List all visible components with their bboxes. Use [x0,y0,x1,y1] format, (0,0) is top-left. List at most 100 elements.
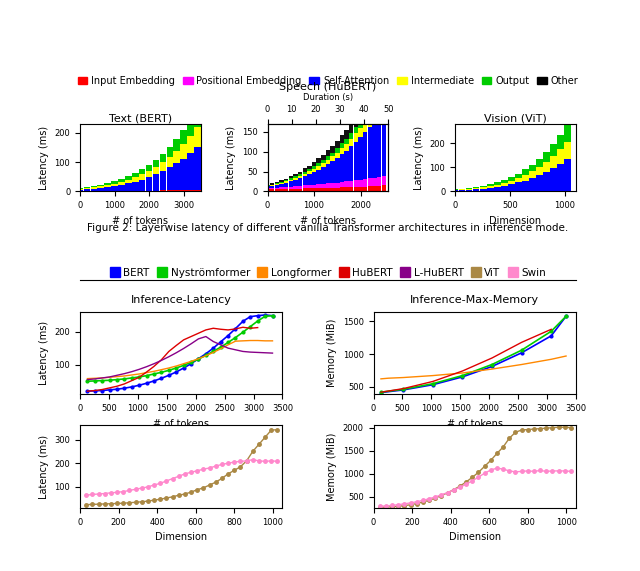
Title: Inference-Latency: Inference-Latency [131,295,232,305]
Bar [284,183,289,187]
Title: Text (BERT): Text (BERT) [109,113,172,123]
Bar [303,176,307,186]
Bar [317,166,321,170]
Bar [275,182,279,183]
Bar [279,187,284,189]
Bar [293,188,298,191]
Bar [367,107,372,116]
Bar [270,185,275,186]
Legend: Input Embedding, Positional Embedding, Self-Attention, Intermediate, Output, Oth: Input Embedding, Positional Embedding, S… [74,72,582,90]
Bar [557,135,564,150]
Bar [159,171,166,190]
X-axis label: # of tokens: # of tokens [447,419,503,429]
Bar [381,70,386,86]
Bar [284,180,289,182]
Bar [289,179,293,181]
Bar [293,176,298,178]
Bar [508,184,515,191]
Bar [180,190,187,191]
Y-axis label: Latency (ms): Latency (ms) [39,126,49,190]
Bar [358,121,363,128]
X-axis label: Dimension: Dimension [449,533,501,542]
Bar [180,144,187,159]
Bar [515,183,522,191]
Bar [354,117,358,127]
Bar [307,174,312,185]
Bar [340,135,344,143]
Bar [289,178,293,179]
Bar [340,182,344,187]
Bar [266,190,269,191]
X-axis label: Duration (s): Duration (s) [303,93,353,102]
Bar [354,142,358,180]
Bar [307,171,312,174]
Bar [550,144,557,156]
Bar [372,100,377,110]
Bar [188,153,194,190]
Bar [279,184,284,187]
Bar [307,166,312,169]
Bar [97,186,104,188]
Bar [480,187,486,188]
Bar [289,188,293,191]
Bar [111,186,118,191]
Title: Inference-Max-Memory: Inference-Max-Memory [410,295,540,305]
Bar [132,178,139,182]
Bar [381,176,386,186]
Bar [550,156,557,168]
Bar [381,97,386,111]
Bar [159,190,166,191]
Bar [307,169,312,171]
Bar [303,168,307,171]
Bar [330,152,335,156]
Bar [508,177,515,180]
Bar [284,182,289,183]
Y-axis label: Memory (MiB): Memory (MiB) [327,319,337,387]
Bar [363,103,367,114]
Bar [363,114,367,122]
Bar [317,159,321,163]
Bar [487,184,493,186]
Bar [344,139,349,144]
Bar [303,186,307,188]
Bar [166,147,173,157]
Bar [487,188,493,191]
Bar [132,173,139,178]
Bar [367,186,372,191]
X-axis label: Dimension: Dimension [155,533,207,542]
Bar [90,186,97,187]
Bar [515,178,522,183]
Bar [354,134,358,142]
Bar [377,177,381,186]
Bar [501,180,508,183]
Bar [312,162,316,166]
Bar [125,183,132,191]
Bar [266,186,269,188]
Bar [536,175,543,191]
Title: Vision (ViT): Vision (ViT) [484,113,547,123]
Bar [340,148,344,154]
Bar [284,179,289,180]
Legend: BERT, Nyströmformer, Longformer, HuBERT, L-HuBERT, ViT, Swin: BERT, Nyströmformer, Longformer, HuBERT,… [106,264,550,282]
Bar [564,142,571,159]
Bar [377,116,381,177]
Bar [349,139,353,146]
Bar [188,120,194,136]
Bar [529,171,536,178]
Bar [321,163,326,167]
Bar [84,188,90,190]
Bar [317,188,321,191]
Bar [335,183,339,188]
Bar [275,184,279,185]
Bar [344,182,349,187]
X-axis label: # of tokens: # of tokens [113,216,168,226]
Bar [536,159,543,167]
Bar [344,187,349,191]
Bar [279,183,284,184]
Bar [270,188,275,190]
Bar [340,154,344,182]
Bar [166,157,173,167]
Bar [317,184,321,188]
Bar [321,160,326,163]
Y-axis label: Memory (MiB): Memory (MiB) [327,433,337,501]
